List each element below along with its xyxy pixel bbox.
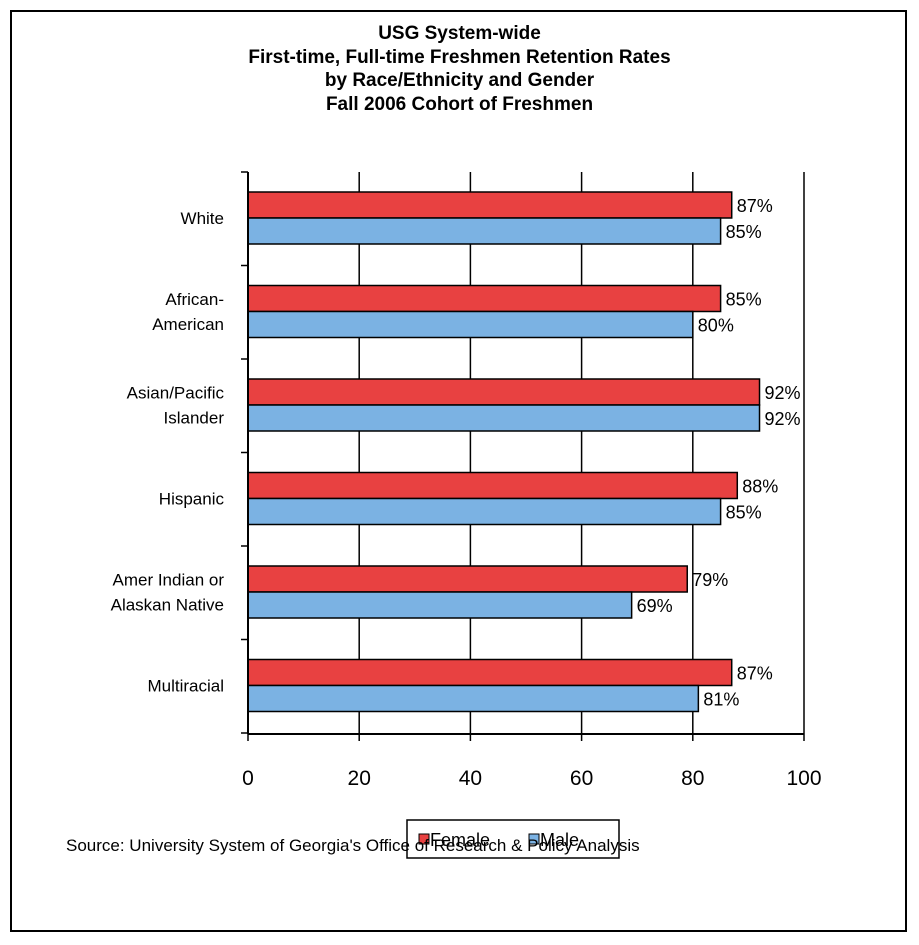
- source-note: Source: University System of Georgia's O…: [66, 836, 640, 855]
- category-label-4-1: Alaskan Native: [111, 596, 224, 615]
- category-label-3-0: Hispanic: [159, 490, 225, 509]
- legend-swatch-female: [418, 833, 430, 845]
- data-label-female-0: 87%: [737, 196, 773, 216]
- bar-male-4: [247, 591, 633, 619]
- legend-label-male: Male: [540, 830, 579, 850]
- legend-label-female: Female: [430, 830, 490, 850]
- x-tick-label-40: 40: [459, 767, 482, 790]
- category-label-0-0: White: [181, 209, 224, 228]
- bar-female-2: [247, 378, 761, 406]
- title-line-1: USG System-wide: [378, 23, 541, 44]
- category-label-1-1: American: [152, 315, 224, 334]
- category-label-2-1: Islander: [164, 409, 225, 428]
- bar-female-0: [247, 191, 733, 219]
- bar-male-3: [247, 497, 722, 526]
- category-label-2-0: Asian/Pacific: [127, 384, 225, 403]
- x-tick-label-0: 0: [242, 767, 254, 790]
- x-tick-label-60: 60: [570, 767, 593, 790]
- bar-male-5: [247, 684, 700, 713]
- title-line-4: Fall 2006 Cohort of Freshmen: [325, 93, 594, 115]
- legend-box: [406, 819, 620, 859]
- title-line-3: by Race/Ethnicity and Gender: [324, 70, 595, 91]
- bar-female-3: [247, 471, 739, 500]
- x-tick-label-80: 80: [681, 767, 704, 790]
- data-label-male-3: 85%: [726, 503, 762, 523]
- data-label-male-1: 80%: [698, 316, 734, 336]
- bar-male-0: [247, 217, 722, 245]
- data-label-female-3: 88%: [742, 477, 778, 497]
- bar-female-5: [247, 658, 733, 687]
- bar-female-1: [247, 284, 722, 313]
- data-label-female-4: 79%: [692, 570, 728, 590]
- bar-male-1: [247, 310, 694, 339]
- bar-male-2: [247, 404, 761, 432]
- category-label-4-0: Amer Indian or: [113, 571, 225, 590]
- title-line-2: First-time, Full-time Freshmen Retention…: [248, 46, 671, 68]
- data-label-male-2: 92%: [765, 409, 801, 429]
- category-label-1-0: African-: [165, 290, 224, 309]
- data-label-male-0: 85%: [726, 222, 762, 242]
- legend-swatch-male: [528, 833, 540, 845]
- data-label-male-5: 81%: [703, 690, 739, 710]
- data-label-female-5: 87%: [737, 664, 773, 684]
- data-label-male-4: 69%: [637, 596, 673, 616]
- category-label-5-0: Multiracial: [147, 677, 224, 696]
- data-label-female-2: 92%: [765, 383, 801, 403]
- bar-female-4: [247, 565, 688, 593]
- x-tick-label-20: 20: [348, 767, 371, 790]
- chart-title: USG System-wide First-time, Full-time Fr…: [0, 22, 919, 116]
- chart-frame: [10, 10, 907, 932]
- data-label-female-1: 85%: [726, 290, 762, 310]
- x-tick-label-100: 100: [786, 767, 821, 790]
